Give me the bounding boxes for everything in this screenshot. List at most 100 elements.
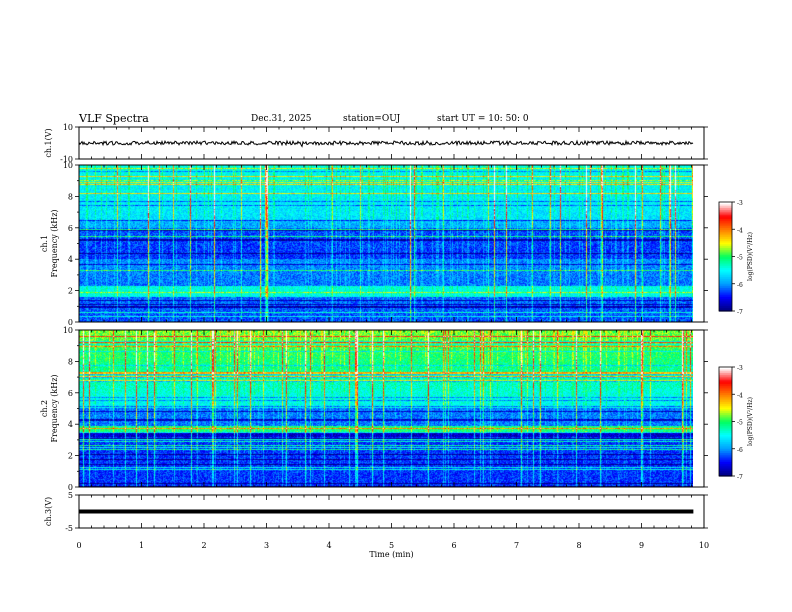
colorbar-ch2 xyxy=(718,366,735,477)
colorbar-swatch xyxy=(719,376,732,379)
y-tick-label: 10 xyxy=(63,326,73,335)
x-axis-label: Time (min) xyxy=(369,550,413,559)
x-tick-label: 4 xyxy=(326,541,331,550)
colorbar-swatch xyxy=(719,223,732,227)
colorbar-swatch xyxy=(719,439,732,443)
y-tick-label: 10 xyxy=(63,123,73,132)
colorbar-swatch xyxy=(719,416,732,419)
colorbar-swatch xyxy=(719,367,732,370)
colorbar-swatch xyxy=(719,281,732,285)
colorbar-swatch xyxy=(719,249,732,252)
colorbar-swatch xyxy=(719,251,732,254)
y-axis-label-line2: Frequency (kHz) xyxy=(50,374,59,442)
colorbar-swatch xyxy=(719,289,732,292)
colorbar-swatch xyxy=(719,390,732,394)
colorbar-swatch xyxy=(719,241,732,245)
colorbar-swatch xyxy=(719,463,732,466)
colorbar-tick-label: -7 xyxy=(737,309,743,316)
colorbar-swatch xyxy=(719,468,732,472)
colorbar-swatch xyxy=(719,231,732,234)
colorbar-tick-label: -5 xyxy=(737,420,743,427)
colorbar-swatch xyxy=(719,214,732,218)
y-tick-label: 6 xyxy=(68,224,73,233)
y-axis-label-line2: Frequency (kHz) xyxy=(50,209,59,277)
colorbar-swatch xyxy=(719,405,732,408)
colorbar-swatch xyxy=(719,218,732,221)
colorbar-swatch xyxy=(719,381,732,384)
colorbar-swatch xyxy=(719,296,732,299)
colorbar-tick-label: -4 xyxy=(737,392,743,399)
colorbar-swatch xyxy=(719,276,732,279)
colorbar-swatch xyxy=(719,291,732,294)
y-tick-label: 2 xyxy=(68,287,73,296)
colorbar-swatch xyxy=(719,388,732,392)
colorbar-swatch xyxy=(719,263,732,267)
colorbar-swatch xyxy=(719,203,732,207)
y-tick-label: 6 xyxy=(68,389,73,398)
panel-spectrogram-ch1 xyxy=(75,164,735,323)
colorbar-tick-label: -4 xyxy=(737,227,743,234)
colorbar-swatch xyxy=(719,441,732,444)
colorbar-swatch xyxy=(719,234,732,238)
y-tick-label: 0 xyxy=(68,483,73,492)
colorbar-tick-label: -5 xyxy=(737,255,743,262)
colorbar-swatch xyxy=(719,283,732,287)
chart-date: Dec.31, 2025 xyxy=(251,114,312,124)
chart-station: station=OUJ xyxy=(343,114,401,124)
panel-spectrogram-ch2 xyxy=(75,329,735,488)
x-tick-label: 1 xyxy=(139,541,144,550)
y-tick-label: 2 xyxy=(68,452,73,461)
colorbar-swatch xyxy=(719,300,732,303)
colorbar-swatch xyxy=(719,399,732,403)
colorbar-swatch xyxy=(719,205,732,209)
colorbar-swatch xyxy=(719,254,732,258)
colorbar-swatch xyxy=(719,436,732,439)
y-axis-label: ch.3(V) xyxy=(44,497,53,526)
colorbar-swatch xyxy=(719,221,732,225)
y-tick-label: 5 xyxy=(68,491,73,500)
colorbar-swatch xyxy=(719,260,732,263)
colorbar-swatch xyxy=(719,247,732,250)
chart-start-time: start UT = 10: 50: 0 xyxy=(437,114,529,124)
colorbar-swatch xyxy=(719,454,732,457)
colorbar-swatch xyxy=(719,417,732,421)
colorbar-swatch xyxy=(719,265,732,268)
colorbar-swatch xyxy=(719,394,732,397)
colorbar-swatch xyxy=(719,419,732,423)
colorbar-swatch xyxy=(719,412,732,415)
y-tick-label: 4 xyxy=(68,420,73,429)
colorbar-swatch xyxy=(719,243,732,247)
colorbar-tick-label: -7 xyxy=(737,474,743,481)
y-tick-label: -10 xyxy=(60,155,73,164)
colorbar-swatch xyxy=(719,446,732,450)
colorbar-swatch xyxy=(719,252,732,256)
colorbar-swatch xyxy=(719,432,732,435)
colorbar-swatch xyxy=(719,459,732,463)
colorbar-swatch xyxy=(719,445,732,448)
colorbar-tick-label: -6 xyxy=(737,282,743,289)
colorbar-swatch xyxy=(719,470,732,473)
colorbar-swatch xyxy=(719,401,732,404)
colorbar-label: log(PSD)(V²/Hz) xyxy=(747,397,754,446)
x-tick-label: 7 xyxy=(514,541,519,550)
x-tick-label: 10 xyxy=(699,541,709,550)
colorbar-swatch xyxy=(719,209,732,212)
colorbar-swatch xyxy=(719,421,732,424)
x-tick-label: 9 xyxy=(639,541,644,550)
colorbar-swatch xyxy=(719,392,732,395)
colorbar-swatch xyxy=(719,377,732,381)
colorbar-swatch xyxy=(719,245,732,249)
colorbar-swatch xyxy=(719,385,732,388)
y-axis-label: ch.1(V) xyxy=(44,128,53,157)
colorbar-swatch xyxy=(719,425,732,428)
colorbar-swatch xyxy=(719,305,732,308)
colorbar-swatch xyxy=(719,430,732,433)
colorbar-swatch xyxy=(719,303,732,307)
colorbar-swatch xyxy=(719,452,732,455)
chart-title: VLF Spectra xyxy=(79,112,149,125)
panel-waveform-ch3 xyxy=(75,494,708,529)
colorbar-swatch xyxy=(719,236,732,239)
colorbar-tick-label: -3 xyxy=(737,365,743,372)
colorbar-swatch xyxy=(719,272,732,276)
colorbar-swatch xyxy=(719,396,732,399)
